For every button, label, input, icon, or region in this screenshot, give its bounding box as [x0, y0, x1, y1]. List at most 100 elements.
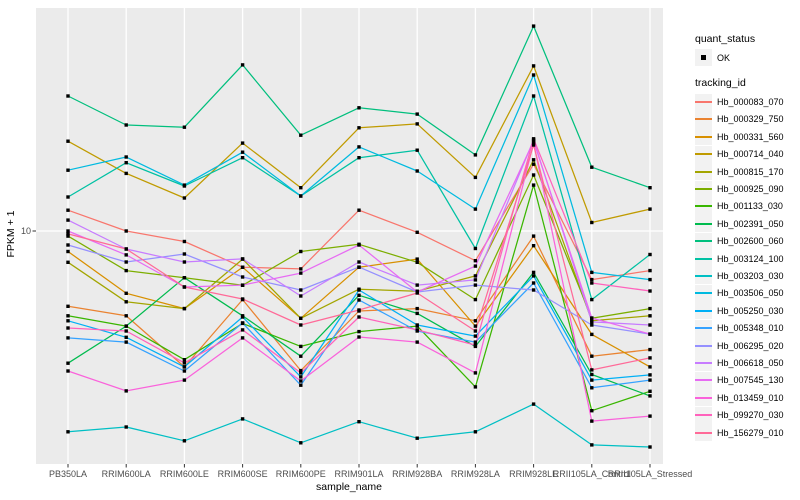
data-point-Hb_005348_010 — [648, 378, 652, 382]
data-point-Hb_000331_560 — [240, 265, 245, 269]
data-point-Hb_001133_030 — [182, 358, 187, 362]
data-point-Hb_099270_030 — [590, 281, 594, 285]
data-point-Hb_156279_010 — [299, 323, 303, 327]
data-point-Hb_002391_050 — [415, 311, 419, 316]
x-tick-label-RRIM928BA: RRIM928BA — [392, 469, 442, 479]
data-point-Hb_002600_060 — [357, 106, 361, 110]
data-point-Hb_005250_030 — [648, 373, 652, 377]
data-point-Hb_005348_010 — [66, 336, 70, 340]
data-point-Hb_007545_130 — [357, 243, 361, 247]
data-point-Hb_156279_010 — [124, 247, 128, 251]
data-point-Hb_001133_030 — [357, 329, 361, 334]
data-point-Hb_000714_040 — [473, 175, 478, 180]
y-axis-title: FPKM + 1 — [5, 210, 17, 257]
data-point-Hb_000083_070 — [415, 230, 419, 234]
legend-item-Hb_013459_010: Hb_013459_010 — [695, 389, 800, 407]
data-point-Hb_003203_030 — [531, 402, 536, 406]
data-point-Hb_000083_070 — [124, 229, 128, 233]
legend-key-box — [695, 128, 712, 146]
data-point-Hb_000331_560 — [531, 244, 536, 248]
data-point-Hb_003506_050 — [357, 145, 361, 149]
data-point-Hb_003203_030 — [648, 445, 652, 449]
data-point-Hb_000714_040 — [648, 207, 652, 211]
data-point-Hb_013459_010 — [357, 335, 361, 339]
series-color-line-icon — [695, 431, 712, 434]
legend-item-Hb_003506_050: Hb_003506_050 — [695, 284, 800, 302]
legend-key-box — [695, 197, 712, 215]
data-point-Hb_000083_070 — [473, 259, 478, 263]
data-point-Hb_006295_020 — [240, 275, 245, 279]
data-point-Hb_006618_050 — [415, 283, 419, 287]
data-point-Hb_002600_060 — [182, 125, 187, 129]
data-point-Hb_000925_090 — [299, 249, 303, 254]
x-tick-label-RRIM600LE: RRIM600LE — [160, 469, 209, 479]
data-point-Hb_013459_010 — [182, 378, 187, 382]
legend-item-label: Hb_013459_010 — [717, 392, 784, 403]
legend-key-box — [695, 337, 712, 355]
data-point-Hb_000815_170 — [182, 306, 187, 311]
legend-item-label: Hb_000815_170 — [717, 166, 784, 177]
legend-key-box — [695, 267, 712, 285]
data-point-Hb_005250_030 — [590, 378, 594, 382]
data-point-Hb_000331_560 — [415, 257, 419, 261]
data-point-Hb_005250_030 — [415, 323, 419, 327]
data-point-Hb_007545_130 — [240, 283, 245, 287]
data-point-Hb_000331_560 — [473, 324, 478, 328]
data-point-Hb_013459_010 — [66, 369, 70, 373]
data-point-Hb_006618_050 — [473, 278, 478, 282]
data-point-Hb_000083_070 — [357, 208, 361, 212]
data-point-Hb_099270_030 — [66, 326, 70, 330]
legend-item-ok: OK — [695, 49, 800, 67]
x-tick-label-RRIM600LA: RRIM600LA — [102, 469, 151, 479]
data-point-Hb_000083_070 — [299, 267, 303, 271]
data-point-Hb_156279_010 — [473, 329, 478, 333]
data-point-Hb_007545_130 — [299, 271, 303, 275]
data-point-Hb_002391_050 — [299, 354, 303, 358]
data-point-Hb_007545_130 — [590, 316, 594, 320]
data-point-Hb_005250_030 — [124, 335, 128, 339]
legend-key-box — [695, 250, 712, 268]
data-point-Hb_000815_170 — [648, 314, 652, 318]
data-point-Hb_005348_010 — [473, 340, 478, 344]
series-color-line-icon — [695, 327, 712, 330]
data-point-Hb_000714_040 — [531, 64, 536, 68]
legend-item-Hb_000714_040: Hb_000714_040 — [695, 145, 800, 163]
data-point-Hb_099270_030 — [415, 328, 419, 332]
data-point-Hb_003506_050 — [590, 270, 594, 275]
data-point-Hb_003506_050 — [648, 277, 652, 282]
data-point-Hb_000815_170 — [473, 274, 478, 278]
data-point-Hb_006618_050 — [299, 294, 303, 298]
data-point-Hb_099270_030 — [299, 371, 303, 375]
legend-item-Hb_006618_050: Hb_006618_050 — [695, 354, 800, 372]
data-point-Hb_156279_010 — [415, 291, 419, 295]
data-point-Hb_005348_010 — [590, 386, 594, 390]
data-point-Hb_005348_010 — [357, 298, 361, 302]
data-point-Hb_000925_090 — [415, 260, 419, 264]
data-point-Hb_013459_010 — [648, 414, 652, 418]
legend-item-Hb_099270_030: Hb_099270_030 — [695, 406, 800, 424]
data-point-Hb_000925_090 — [124, 268, 128, 273]
legend-item-Hb_007545_130: Hb_007545_130 — [695, 371, 800, 389]
legend-key-box — [695, 389, 712, 407]
data-point-Hb_003124_100 — [648, 252, 652, 257]
x-tick-label-RRIM600SE: RRIM600SE — [218, 469, 268, 479]
data-point-Hb_006618_050 — [182, 260, 187, 264]
data-point-Hb_005348_010 — [299, 383, 303, 387]
data-point-Hb_000714_040 — [357, 126, 361, 130]
series-color-line-icon — [695, 257, 712, 260]
data-point-Hb_000815_170 — [66, 260, 70, 264]
data-point-Hb_002391_050 — [357, 293, 361, 297]
data-point-Hb_000714_040 — [590, 220, 594, 225]
data-point-Hb_000714_040 — [182, 196, 187, 200]
legend-item-Hb_001133_030: Hb_001133_030 — [695, 197, 800, 215]
legend-item-label: Hb_156279_010 — [717, 427, 784, 438]
legend-item-Hb_002391_050: Hb_002391_050 — [695, 215, 800, 233]
data-point-Hb_001133_030 — [648, 389, 652, 393]
data-point-Hb_002600_060 — [124, 123, 128, 127]
legend-item-label: Hb_000925_090 — [717, 184, 784, 195]
data-point-Hb_000815_170 — [531, 158, 536, 162]
data-point-Hb_003203_030 — [415, 436, 419, 440]
data-point-Hb_003124_100 — [124, 161, 128, 165]
data-point-Hb_000331_560 — [648, 365, 652, 369]
